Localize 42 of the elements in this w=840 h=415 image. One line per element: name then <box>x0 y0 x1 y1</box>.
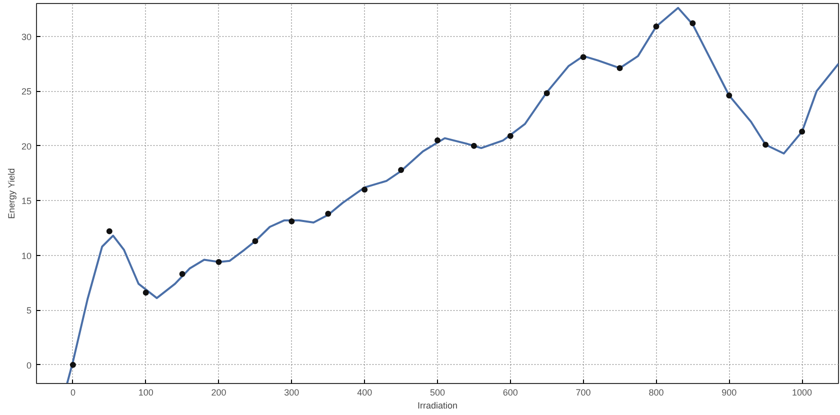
x-tick-label: 900 <box>722 388 737 398</box>
x-tick-label: 1000 <box>792 388 812 398</box>
point <box>288 218 295 224</box>
x-tick-label: 100 <box>138 388 154 398</box>
line-series <box>66 6 838 384</box>
point <box>325 210 332 217</box>
y-tick-label: 25 <box>21 86 32 97</box>
point <box>470 142 477 149</box>
point <box>70 362 76 368</box>
y-tick-label: 0 <box>26 360 32 370</box>
x-tick-label: 0 <box>70 388 76 398</box>
point <box>142 290 149 296</box>
point <box>690 20 696 26</box>
y-tick-label: 15 <box>21 196 32 206</box>
point <box>616 65 623 72</box>
point <box>653 24 660 30</box>
point <box>726 92 732 98</box>
point <box>434 137 440 144</box>
y-tick-label: 10 <box>21 250 32 261</box>
y-tick-label: 20 <box>21 141 32 152</box>
point <box>544 90 550 96</box>
x-tick-label: 200 <box>211 388 226 398</box>
point <box>216 258 222 265</box>
point <box>252 238 258 244</box>
point <box>799 128 806 135</box>
point <box>179 270 186 277</box>
point <box>507 133 514 139</box>
y-tick-label: 30 <box>21 32 32 42</box>
point <box>362 186 368 193</box>
x-tick-label: 300 <box>284 388 300 398</box>
y-tick-label: 5 <box>26 306 32 316</box>
x-tick-label: 800 <box>648 388 664 398</box>
point <box>580 54 586 60</box>
x-tick-label: 500 <box>430 388 446 398</box>
x-tick-label: 600 <box>502 388 518 398</box>
x-axis-title: Irradiation <box>417 400 458 410</box>
point <box>398 166 404 173</box>
x-tick-label: 400 <box>357 388 372 398</box>
point <box>762 142 769 148</box>
point <box>106 228 112 234</box>
x-tick-label: 700 <box>576 388 591 398</box>
y-axis-title: Energy Yield <box>6 168 16 219</box>
